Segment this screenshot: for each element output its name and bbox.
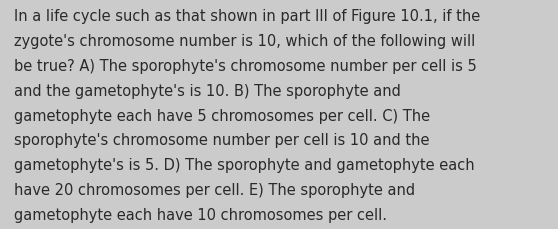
Text: gametophyte's is 5. D) The sporophyte and gametophyte each: gametophyte's is 5. D) The sporophyte an… — [14, 158, 474, 172]
Text: have 20 chromosomes per cell. E) The sporophyte and: have 20 chromosomes per cell. E) The spo… — [14, 182, 415, 197]
Text: zygote's chromosome number is 10, which of the following will: zygote's chromosome number is 10, which … — [14, 34, 475, 49]
Text: gametophyte each have 5 chromosomes per cell. C) The: gametophyte each have 5 chromosomes per … — [14, 108, 430, 123]
Text: In a life cycle such as that shown in part III of Figure 10.1, if the: In a life cycle such as that shown in pa… — [14, 9, 480, 24]
Text: and the gametophyte's is 10. B) The sporophyte and: and the gametophyte's is 10. B) The spor… — [14, 83, 401, 98]
Text: be true? A) The sporophyte's chromosome number per cell is 5: be true? A) The sporophyte's chromosome … — [14, 59, 477, 74]
Text: gametophyte each have 10 chromosomes per cell.: gametophyte each have 10 chromosomes per… — [14, 207, 387, 222]
Text: sporophyte's chromosome number per cell is 10 and the: sporophyte's chromosome number per cell … — [14, 133, 430, 148]
